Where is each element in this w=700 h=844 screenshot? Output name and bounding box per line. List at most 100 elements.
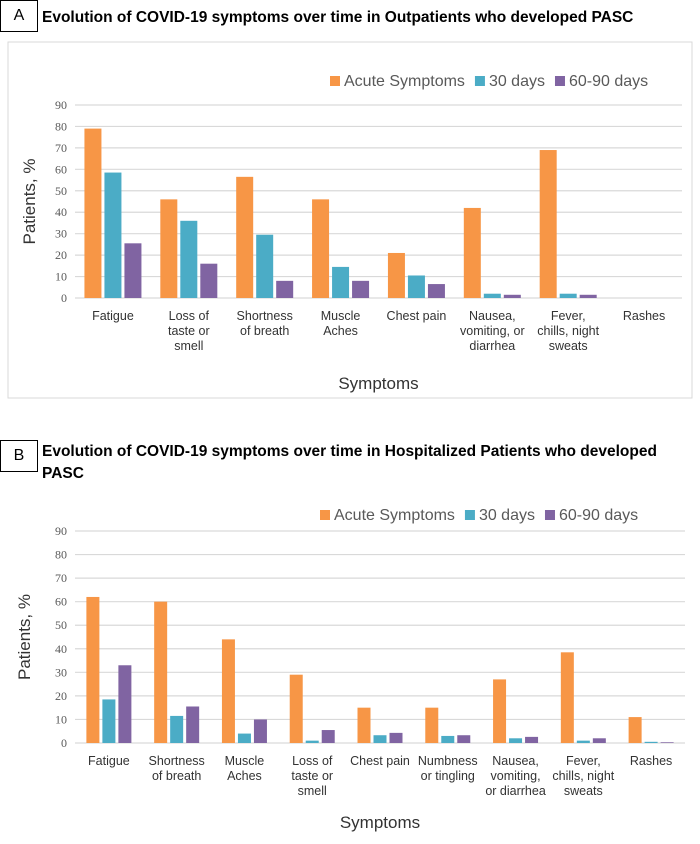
x-tick-label: Loss of xyxy=(292,754,333,768)
bar-60-90-days xyxy=(200,263,218,298)
bar-60-90-days xyxy=(427,284,445,298)
legend-swatch xyxy=(554,76,565,86)
y-tick-label: 30 xyxy=(55,665,67,679)
bar-acute xyxy=(312,199,330,298)
panel-b-label: B xyxy=(0,440,38,472)
bar-60-90-days xyxy=(457,735,471,743)
x-tick-label: Numbness xyxy=(418,754,478,768)
x-tick-label: diarrhea xyxy=(469,339,515,353)
bar-30-days xyxy=(644,741,658,743)
y-tick-label: 40 xyxy=(55,205,67,219)
bar-60-90-days xyxy=(352,280,370,298)
bar-acute xyxy=(387,252,405,298)
x-tick-label: Muscle xyxy=(225,754,265,768)
y-tick-label: 70 xyxy=(55,141,67,155)
bar-30-days xyxy=(373,735,387,743)
bar-acute xyxy=(539,150,557,298)
bar-acute xyxy=(560,652,574,743)
x-tick-label: Chest pain xyxy=(350,754,410,768)
bar-30-days xyxy=(509,738,523,743)
y-tick-label: 60 xyxy=(55,595,67,609)
bar-60-90-days xyxy=(118,665,132,743)
bar-acute xyxy=(289,674,303,743)
panel-b-title: Evolution of COVID-19 symptoms over time… xyxy=(42,443,657,482)
x-tick-label: of breath xyxy=(152,769,201,783)
y-tick-label: 60 xyxy=(55,162,67,176)
x-tick-label: vomiting, or xyxy=(460,324,525,338)
y-tick-label: 70 xyxy=(55,571,67,585)
x-tick-label: taste or xyxy=(168,324,210,338)
bar-60-90-days xyxy=(253,719,267,743)
legend-swatch xyxy=(464,510,475,520)
bar-60-90-days xyxy=(186,706,200,743)
bar-acute xyxy=(221,639,235,743)
bar-60-90-days xyxy=(525,736,539,743)
y-tick-label: 20 xyxy=(55,248,67,262)
x-axis-label: Symptoms xyxy=(340,813,420,832)
y-tick-label: 0 xyxy=(61,736,67,750)
bar-30-days xyxy=(170,715,184,743)
x-tick-label: Aches xyxy=(227,769,262,783)
x-tick-label: Rashes xyxy=(623,309,665,323)
x-tick-label: Muscle xyxy=(321,309,361,323)
y-tick-label: 90 xyxy=(55,524,67,538)
y-tick-label: 20 xyxy=(55,689,67,703)
bar-acute xyxy=(236,176,254,298)
x-tick-label: chills, night xyxy=(552,769,614,783)
legend-swatch xyxy=(544,510,555,520)
x-tick-label: taste or xyxy=(291,769,333,783)
bar-30-days xyxy=(441,735,455,743)
x-tick-label: chills, night xyxy=(537,324,599,338)
bar-acute xyxy=(493,679,507,743)
bar-acute xyxy=(160,199,178,298)
bar-60-90-days xyxy=(660,742,674,743)
x-tick-label: or diarrhea xyxy=(485,784,545,798)
x-tick-label: Fever, xyxy=(566,754,601,768)
x-tick-label: Nausea, xyxy=(469,309,516,323)
x-tick-label: Loss of xyxy=(169,309,210,323)
legend-label: 60-90 days xyxy=(559,507,638,524)
x-tick-label: Shortness xyxy=(149,754,205,768)
x-tick-label: sweats xyxy=(549,339,588,353)
y-tick-label: 50 xyxy=(55,184,67,198)
y-tick-label: 80 xyxy=(55,548,67,562)
y-tick-label: 10 xyxy=(55,712,67,726)
bar-30-days xyxy=(104,172,122,298)
bar-30-days xyxy=(237,733,251,743)
chart-border xyxy=(7,41,693,399)
x-tick-label: of breath xyxy=(240,324,289,338)
bar-60-90-days xyxy=(503,294,521,298)
bar-30-days xyxy=(332,266,350,298)
bar-30-days xyxy=(305,740,319,743)
x-tick-label: smell xyxy=(298,784,327,798)
y-tick-label: 90 xyxy=(55,98,67,112)
bar-30-days xyxy=(102,699,116,743)
bar-acute xyxy=(357,707,371,743)
bar-acute xyxy=(425,707,439,743)
x-tick-label: vomiting, xyxy=(491,769,541,783)
bar-30-days xyxy=(180,220,198,298)
bar-60-90-days xyxy=(124,243,142,298)
bar-acute xyxy=(463,207,481,298)
x-tick-label: smell xyxy=(174,339,203,353)
legend-label: 30 days xyxy=(479,507,535,524)
y-axis-label: Patients, % xyxy=(15,594,34,680)
bar-acute xyxy=(154,601,168,743)
bar-30-days xyxy=(407,275,425,298)
x-tick-label: Fatigue xyxy=(88,754,130,768)
x-tick-label: Chest pain xyxy=(387,309,447,323)
bar-acute xyxy=(86,596,100,743)
x-tick-label: or tingling xyxy=(421,769,475,783)
bar-60-90-days xyxy=(276,280,294,298)
bar-60-90-days xyxy=(592,738,606,743)
x-tick-label: Fatigue xyxy=(92,309,134,323)
bar-30-days xyxy=(483,293,501,298)
x-tick-label: Shortness xyxy=(237,309,293,323)
x-axis-label: Symptoms xyxy=(338,374,418,393)
bar-60-90-days xyxy=(321,730,335,743)
x-tick-label: Fever, xyxy=(551,309,586,323)
panel-a-label: A xyxy=(0,0,38,32)
bar-30-days xyxy=(256,234,274,298)
